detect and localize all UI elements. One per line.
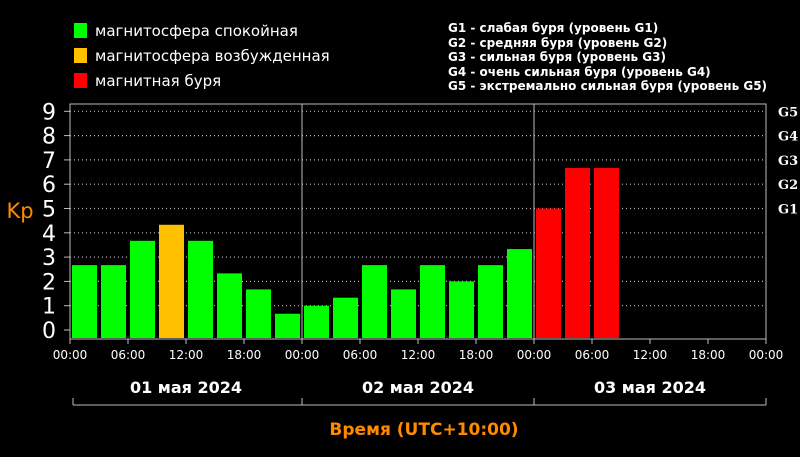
kp-bar [507, 249, 532, 338]
y-axis-title: Kp [6, 199, 33, 223]
day-label: 02 мая 2024 [362, 378, 474, 397]
kp-bar [420, 265, 445, 338]
kp-bar [188, 240, 213, 338]
g-level-tick: G2 [778, 178, 798, 193]
legend-label-active: магнитосфера возбужденная [95, 46, 330, 65]
g-level-legend: G1 - слабая буря (уровень G1) G2 - средн… [448, 21, 767, 94]
y-tick-label: 1 [42, 295, 56, 320]
g-level-item: G2 - средняя буря (уровень G2) [448, 35, 668, 50]
kp-bar [246, 289, 271, 338]
x-tick-label: 18:00 [459, 348, 494, 362]
legend-swatch-active [74, 48, 87, 63]
g-level-tick: G4 [778, 130, 798, 145]
kp-bar [159, 224, 184, 338]
legend-label-quiet: магнитосфера спокойная [95, 21, 298, 40]
x-tick-label: 06:00 [343, 348, 378, 362]
g-level-item: G1 - слабая буря (уровень G1) [448, 21, 659, 35]
legend-swatch-quiet [74, 23, 87, 38]
kp-bar [130, 240, 155, 338]
y-tick-label: 2 [42, 270, 56, 295]
kp-bar [594, 167, 619, 338]
g-level-item: G5 - экстремально сильная буря (уровень … [448, 79, 768, 93]
color-legend: магнитосфера спокойная магнитосфера возб… [74, 18, 330, 93]
g-level-item: G3 - сильная буря (уровень G3) [448, 50, 666, 64]
x-tick-label: 00:00 [53, 348, 88, 362]
kp-bar [362, 265, 387, 338]
y-tick-label: 3 [42, 246, 56, 271]
kp-bar [536, 208, 561, 338]
day-label: 01 мая 2024 [130, 378, 242, 397]
x-axis-title: Время (UTC+10:00) [329, 420, 518, 440]
legend-swatch-storm [74, 73, 87, 88]
kp-bar [565, 167, 590, 338]
x-tick-label: 06:00 [111, 348, 146, 362]
y-tick-label: 0 [42, 319, 56, 344]
legend-label-storm: магнитная буря [95, 71, 222, 90]
y-tick-label: 6 [42, 173, 56, 198]
kp-bar [72, 265, 97, 338]
x-tick-label: 06:00 [575, 348, 610, 362]
g-level-tick: G5 [778, 105, 798, 120]
g-level-item: G4 - очень сильная буря (уровень G4) [448, 64, 711, 79]
legend-item-active: магнитосфера возбужденная [74, 43, 330, 68]
kp-bar [101, 265, 126, 338]
kp-bar [275, 313, 300, 338]
y-tick-label: 4 [42, 222, 56, 247]
x-tick-label: 18:00 [227, 348, 262, 362]
y-tick-label: 9 [42, 100, 56, 125]
y-tick-label: 8 [42, 125, 56, 150]
y-tick-label: 5 [42, 198, 56, 223]
legend-item-quiet: магнитосфера спокойная [74, 18, 330, 43]
kp-bar [449, 281, 474, 338]
y-tick-label: 7 [42, 149, 56, 174]
x-tick-label: 00:00 [285, 348, 320, 362]
x-tick-label: 00:00 [749, 348, 784, 362]
kp-bar [217, 273, 242, 338]
g-level-tick: G3 [778, 154, 798, 169]
kp-bar [304, 305, 329, 338]
x-tick-label: 12:00 [633, 348, 668, 362]
kp-bar [478, 265, 503, 338]
day-label: 03 мая 2024 [594, 378, 706, 397]
g-level-tick: G1 [778, 203, 798, 218]
kp-bar [391, 289, 416, 338]
kp-bar [333, 297, 358, 338]
legend-item-storm: магнитная буря [74, 68, 330, 93]
x-tick-label: 12:00 [169, 348, 204, 362]
x-tick-label: 00:00 [517, 348, 552, 362]
x-tick-label: 18:00 [691, 348, 726, 362]
x-tick-label: 12:00 [401, 348, 436, 362]
